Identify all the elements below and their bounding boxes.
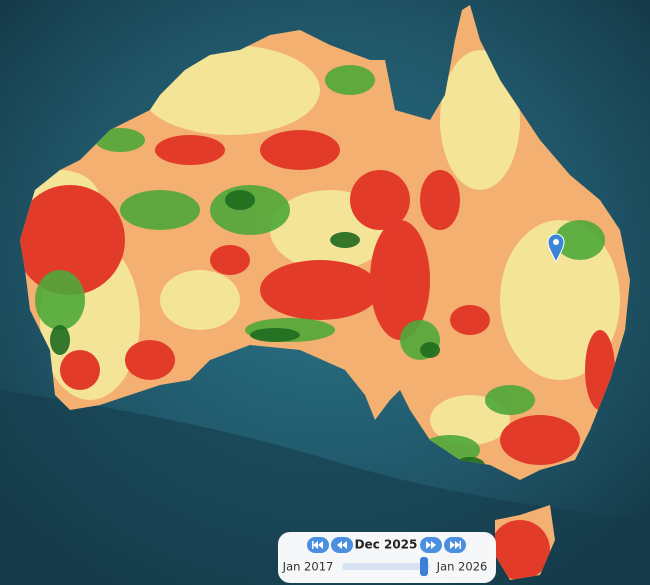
- timeline-control: Dec 2025 Jan 2017 Jan 2026: [278, 532, 496, 583]
- last-button[interactable]: [444, 537, 466, 553]
- slider-thumb[interactable]: [420, 557, 428, 576]
- next-button[interactable]: [420, 537, 442, 553]
- slider-track[interactable]: [342, 563, 430, 570]
- start-date: Jan 2017: [282, 560, 334, 574]
- end-date: Jan 2026: [436, 560, 488, 574]
- current-date: Dec 2025: [355, 538, 418, 552]
- previous-button[interactable]: [331, 537, 353, 553]
- location-pin[interactable]: [547, 233, 565, 264]
- first-button[interactable]: [307, 537, 329, 553]
